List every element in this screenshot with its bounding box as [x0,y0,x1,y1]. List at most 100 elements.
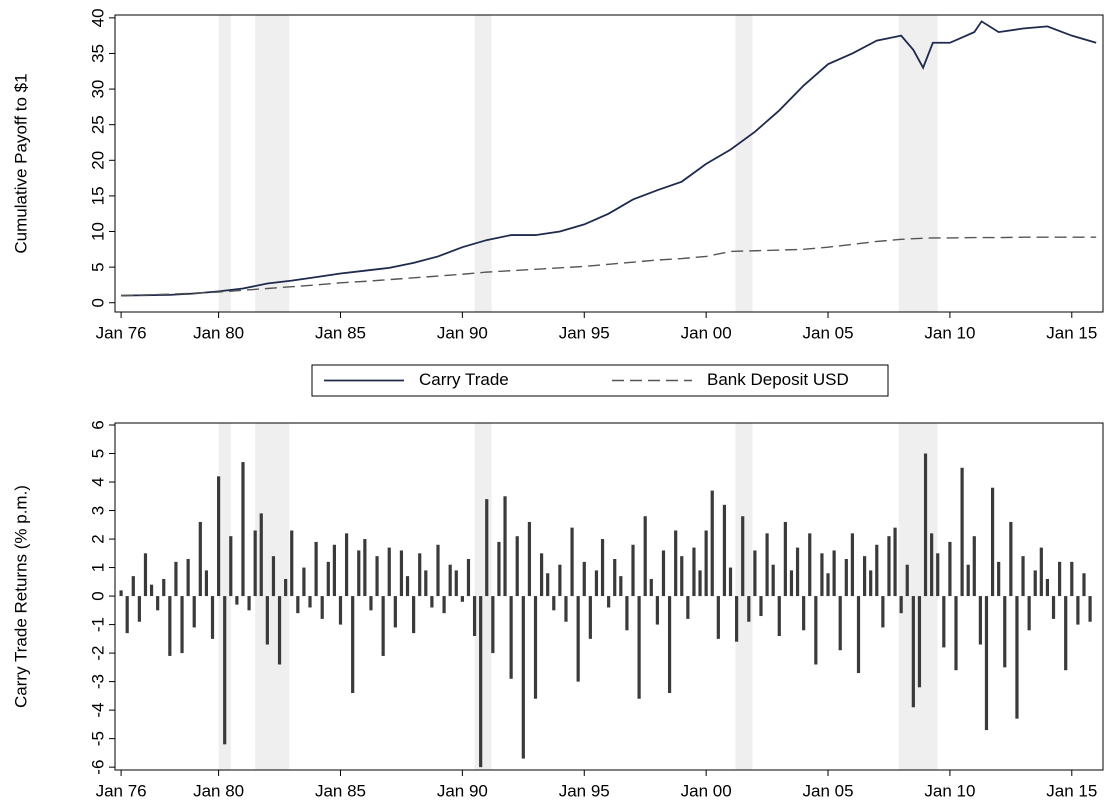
y-tick-label: 2 [88,534,107,543]
bar [954,596,958,671]
bar [442,596,446,614]
bar [600,539,605,597]
bar [1027,596,1031,631]
y-tick-label: 0 [88,591,107,600]
bar [381,596,385,656]
bar [436,544,440,597]
bar [619,576,623,597]
y-tick-label: -4 [88,703,107,718]
bar [765,533,769,597]
y-tick-label: 35 [88,44,107,63]
y-tick-label: 20 [88,151,107,170]
bar [1070,561,1074,597]
bar [546,573,550,597]
bar [649,578,653,597]
bar [454,570,458,597]
bar [351,596,355,694]
bar [363,539,367,597]
bar [808,533,812,597]
y-tick-label: 15 [88,186,107,205]
bar [625,596,629,631]
bar [704,530,708,597]
bar [1058,561,1062,597]
bar [613,559,617,597]
y-tick-label: 3 [88,506,107,515]
bar [156,596,160,611]
bar [887,536,891,597]
bar [131,576,135,597]
bar [936,553,940,597]
bar [515,536,519,597]
bar [387,547,391,597]
bar [369,596,373,611]
bar [418,553,422,597]
bar [844,559,848,597]
bar [399,550,404,597]
bar [223,596,227,745]
bar [948,541,952,597]
y-tick-label: 1 [88,563,107,572]
bar [296,596,300,614]
bar [698,570,702,597]
bar [271,556,276,597]
legend-box [311,364,889,397]
bar [247,596,251,611]
bar [1051,596,1056,619]
bar [357,550,361,597]
bar [217,476,221,597]
bar [881,596,885,628]
bar [284,578,288,597]
x-tick-label: Jan 95 [559,781,610,800]
shaded-period [474,15,492,312]
bar [655,596,659,625]
bar [241,462,245,597]
bar [661,550,666,597]
bar [978,596,982,645]
bar [162,578,166,597]
shaded-period [255,15,290,312]
bar [777,596,781,636]
x-tick-label: Jan 80 [193,781,244,800]
x-tick-label: Jan 00 [681,781,732,800]
bar [253,530,257,597]
bar [722,504,727,597]
x-tick-label: Jan 85 [315,781,366,800]
bar [795,547,800,597]
bar [966,564,970,597]
y-tick-label: 5 [88,262,107,271]
x-tick-label: Jan 76 [96,323,147,342]
bar [692,547,696,597]
bar [667,596,672,694]
bar [814,596,818,665]
shaded-period [735,423,753,770]
bar [856,596,861,674]
bar [564,596,568,622]
bar [594,570,599,597]
x-tick-label: Jan 00 [681,323,732,342]
bar [204,570,209,597]
bar [911,596,915,708]
bar [539,553,544,597]
x-tick-label: Jan 80 [193,323,244,342]
bar [1088,596,1092,622]
bar [229,536,233,597]
bar [210,596,215,639]
bar [344,533,349,597]
bar [119,590,123,597]
bar [424,570,428,597]
y-tick-label: 0 [88,298,107,307]
bar [735,596,739,642]
bar [558,564,562,597]
data-line [121,236,1097,297]
bar [277,596,282,665]
bar [235,596,239,605]
x-tick-label: Jan 05 [803,781,854,800]
y-tick-label: 25 [88,115,107,134]
bar [631,544,635,597]
bar [375,556,379,597]
bar [710,490,714,597]
y-tick-label: -5 [88,731,107,746]
x-tick-label: Jan 05 [803,323,854,342]
bar [917,596,922,688]
